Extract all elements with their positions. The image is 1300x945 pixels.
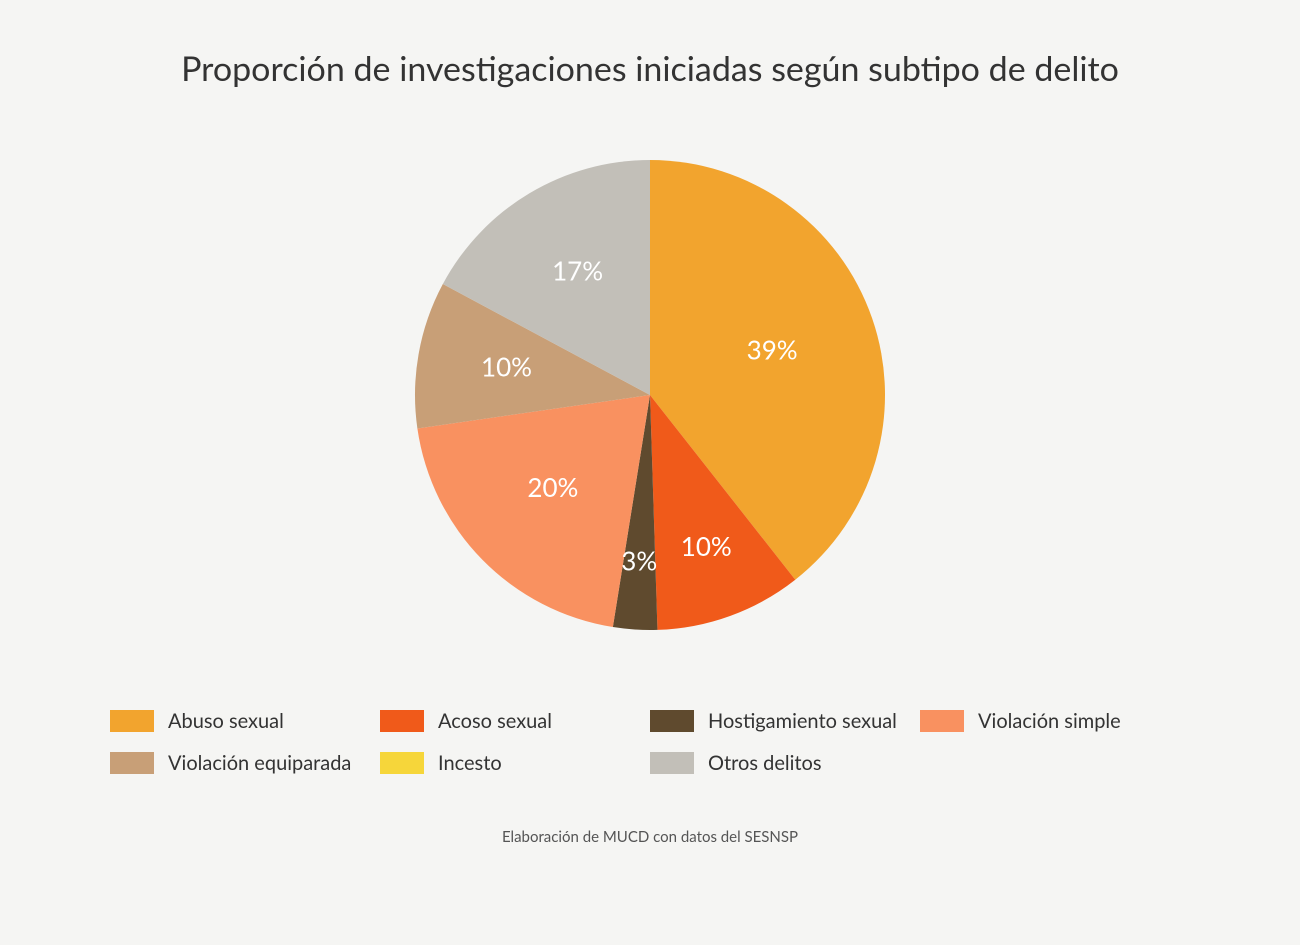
- legend-label-violacion_equiparada: Violación equiparada: [168, 751, 351, 775]
- legend-label-acoso_sexual: Acoso sexual: [438, 709, 552, 733]
- pie-slice-label-violacion_equiparada: 10%: [481, 350, 532, 382]
- pie-chart: 39% 10% 3% 20% 10% 17%: [405, 150, 895, 640]
- legend-label-otros_delitos: Otros delitos: [708, 751, 822, 775]
- legend-swatch-hostigamiento_sexual: [650, 710, 694, 732]
- pie-slice-violacion_simple: [417, 395, 650, 627]
- legend-swatch-violacion_equiparada: [110, 752, 154, 774]
- legend-swatch-violacion_simple: [920, 710, 964, 732]
- chart-title: Proporción de investigaciones iniciadas …: [0, 48, 1300, 89]
- pie-slice-label-otros_delitos: 17%: [552, 255, 603, 287]
- pie-slice-label-violacion_simple: 20%: [527, 471, 578, 503]
- chart-footer: Elaboración de MUCD con datos del SESNSP: [0, 828, 1300, 846]
- legend-label-hostigamiento_sexual: Hostigamiento sexual: [708, 709, 897, 733]
- legend-item-hostigamiento_sexual: Hostigamiento sexual: [650, 700, 920, 742]
- legend-label-abuso_sexual: Abuso sexual: [168, 709, 284, 733]
- legend-swatch-acoso_sexual: [380, 710, 424, 732]
- pie-slice-label-acoso_sexual: 10%: [681, 530, 732, 562]
- pie-chart-wrap: 39% 10% 3% 20% 10% 17%: [0, 150, 1300, 644]
- chart-legend: Abuso sexual Acoso sexual Hostigamiento se…: [110, 700, 1190, 784]
- legend-item-incesto: Incesto: [380, 742, 650, 784]
- pie-slice-label-abuso_sexual: 39%: [747, 333, 798, 365]
- legend-label-incesto: Incesto: [438, 751, 502, 775]
- legend-label-violacion_simple: Violación simple: [978, 709, 1121, 733]
- legend-item-violacion_simple: Violación simple: [920, 700, 1190, 742]
- chart-page: Proporción de investigaciones iniciadas …: [0, 0, 1300, 945]
- legend-item-abuso_sexual: Abuso sexual: [110, 700, 380, 742]
- legend-swatch-abuso_sexual: [110, 710, 154, 732]
- pie-slice-label-hostigamiento_sexual: 3%: [621, 544, 657, 576]
- legend-swatch-incesto: [380, 752, 424, 774]
- legend-item-otros_delitos: Otros delitos: [650, 742, 920, 784]
- legend-swatch-otros_delitos: [650, 752, 694, 774]
- legend-item-acoso_sexual: Acoso sexual: [380, 700, 650, 742]
- legend-item-violacion_equiparada: Violación equiparada: [110, 742, 380, 784]
